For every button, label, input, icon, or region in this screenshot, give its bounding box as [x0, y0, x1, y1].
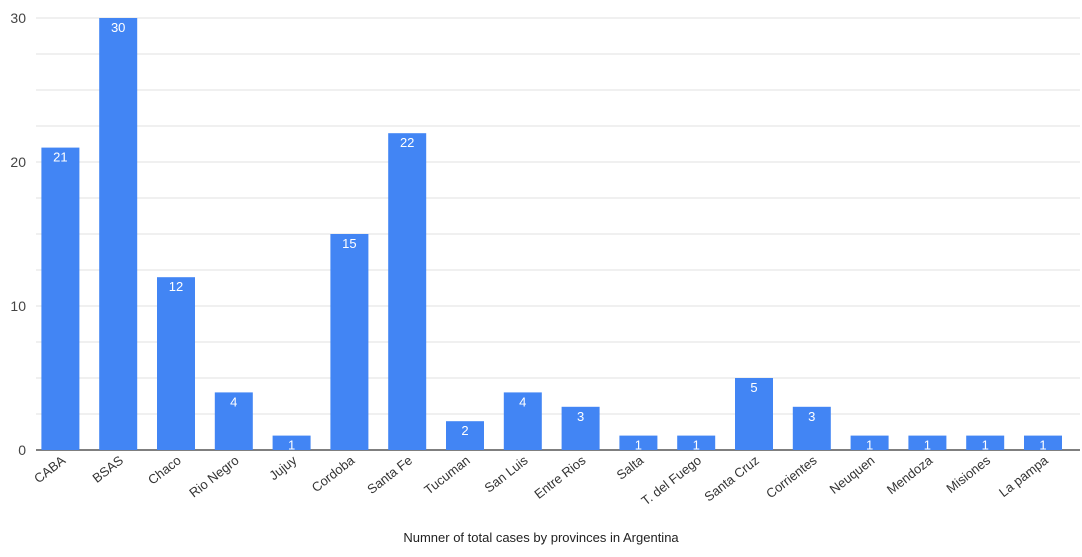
x-tick-label: BSAS	[89, 452, 126, 485]
x-tick-label: Santa Fe	[364, 453, 415, 497]
bar-value-label: 15	[342, 236, 356, 251]
bar-value-label: 1	[1039, 438, 1046, 453]
x-tick-label: Neuquen	[827, 453, 878, 497]
bar-value-label: 5	[750, 380, 757, 395]
bar-value-label: 1	[866, 438, 873, 453]
bar-value-label: 22	[400, 135, 414, 150]
bar-value-label: 30	[111, 20, 125, 35]
x-tick-label: Tucuman	[421, 453, 473, 498]
bar	[99, 18, 137, 450]
x-tick-label: Rio Negro	[186, 453, 241, 501]
x-tick-label: Chaco	[145, 453, 184, 488]
y-tick-label: 30	[10, 10, 26, 26]
x-tick-label: Corrientes	[763, 452, 820, 501]
y-tick-label: 20	[10, 154, 26, 170]
bar-value-label: 2	[461, 423, 468, 438]
x-tick-label: T. del Fuego	[638, 453, 704, 509]
bar-value-label: 1	[982, 438, 989, 453]
bar-value-label: 1	[635, 438, 642, 453]
bar-value-label: 4	[230, 394, 237, 409]
bar-value-label: 3	[808, 409, 815, 424]
bar-value-label: 3	[577, 409, 584, 424]
bar	[330, 234, 368, 450]
x-tick-label: San Luis	[482, 452, 531, 495]
bar-value-label: 1	[924, 438, 931, 453]
x-axis-ticks: CABA BSAS Chaco Rio Negro Jujuy Cordoba Santa …	[31, 452, 1051, 508]
y-axis-ticks: 0 10 20 30	[10, 10, 26, 458]
y-tick-label: 0	[18, 442, 26, 458]
x-tick-label: Entre Rios	[531, 452, 588, 501]
bar-value-label: 1	[693, 438, 700, 453]
x-axis-title: Numner of total cases by provinces in Ar…	[0, 530, 1082, 545]
bar	[388, 133, 426, 450]
bar-value-label: 1	[288, 438, 295, 453]
x-tick-label: Misiones	[943, 452, 993, 496]
bar-value-label: 21	[53, 150, 67, 165]
x-tick-label: Salta	[614, 452, 647, 483]
x-tick-label: Santa Cruz	[701, 453, 761, 505]
x-tick-label: La pampa	[996, 452, 1051, 500]
x-tick-label: Jujuy	[266, 452, 300, 483]
x-tick-label: Mendoza	[884, 452, 936, 497]
bar-value-label: 4	[519, 394, 526, 409]
x-tick-label: Cordoba	[309, 452, 358, 495]
bar	[41, 148, 79, 450]
bar	[157, 277, 195, 450]
bar-value-label: 12	[169, 279, 183, 294]
y-tick-label: 10	[10, 298, 26, 314]
x-tick-label: CABA	[31, 452, 68, 486]
